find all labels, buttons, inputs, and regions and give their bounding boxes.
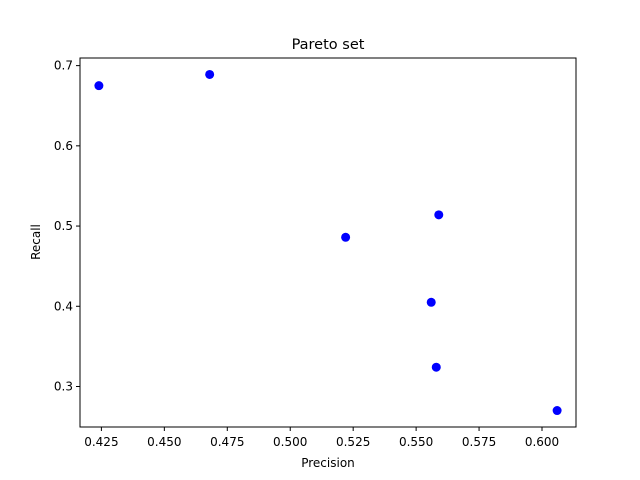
plot-area-frame (79, 57, 577, 428)
y-tick-label-2: 0.4 (54, 299, 73, 313)
x-tick-label-2: 0.450 (147, 435, 181, 449)
x-tick-label-8: 0.600 (525, 435, 559, 449)
x-tick-label-5: 0.525 (336, 435, 370, 449)
x-tick-label-1: 0.425 (84, 435, 118, 449)
data-point-4 (426, 297, 436, 307)
data-point-1 (94, 81, 104, 91)
x-tick-label-7: 0.575 (462, 435, 496, 449)
data-point-5 (431, 362, 441, 372)
points-layer (94, 69, 562, 416)
data-point-6 (434, 210, 444, 220)
y-tick-label-1: 0.3 (54, 379, 73, 393)
data-point-7 (552, 406, 562, 416)
y-axis-label: Recall (29, 224, 43, 260)
data-point-2 (205, 69, 215, 79)
x-axis-label: Precision (301, 456, 355, 470)
x-tick-label-4: 0.500 (273, 435, 307, 449)
data-point-3 (341, 232, 351, 242)
x-tick-label-3: 0.475 (210, 435, 244, 449)
y-tick-label-3: 0.5 (54, 219, 73, 233)
y-tick-label-4: 0.6 (54, 139, 73, 153)
chart-title: Pareto set (292, 37, 365, 53)
x-tick-label-6: 0.550 (399, 435, 433, 449)
y-tick-label-5: 0.7 (54, 59, 73, 73)
x-axis-ticks: 0.425 0.450 0.475 0.500 0.525 0.550 0.575 0.600 (84, 427, 559, 449)
y-axis-ticks: 0.3 0.4 0.5 0.6 0.7 (54, 59, 80, 393)
